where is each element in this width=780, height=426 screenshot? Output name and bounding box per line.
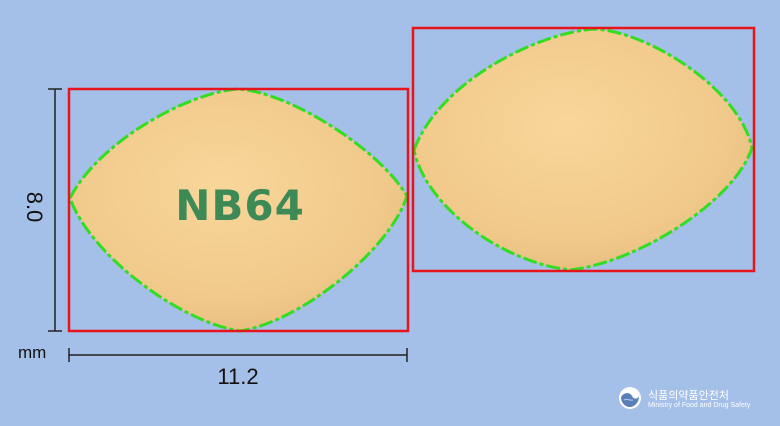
ministry-name-english: Ministry of Food and Drug Safety <box>648 402 751 409</box>
height-value: 8.0 <box>22 191 47 223</box>
pill-back-bounding-box <box>411 26 756 273</box>
width-value: 11.2 <box>217 364 259 389</box>
pill-back <box>414 29 752 270</box>
pill-front-bounding-box <box>67 87 410 333</box>
width-dimension-line <box>68 348 408 362</box>
pill-back-outline <box>412 27 754 272</box>
ministry-emblem-icon <box>619 387 641 409</box>
unit-label: mm <box>18 343 47 362</box>
ministry-name-korean: 식품의약품안전처 <box>648 389 729 402</box>
pill-imprint: NB64 <box>175 181 305 230</box>
pill-front <box>70 89 407 331</box>
height-dimension-line <box>48 88 62 332</box>
